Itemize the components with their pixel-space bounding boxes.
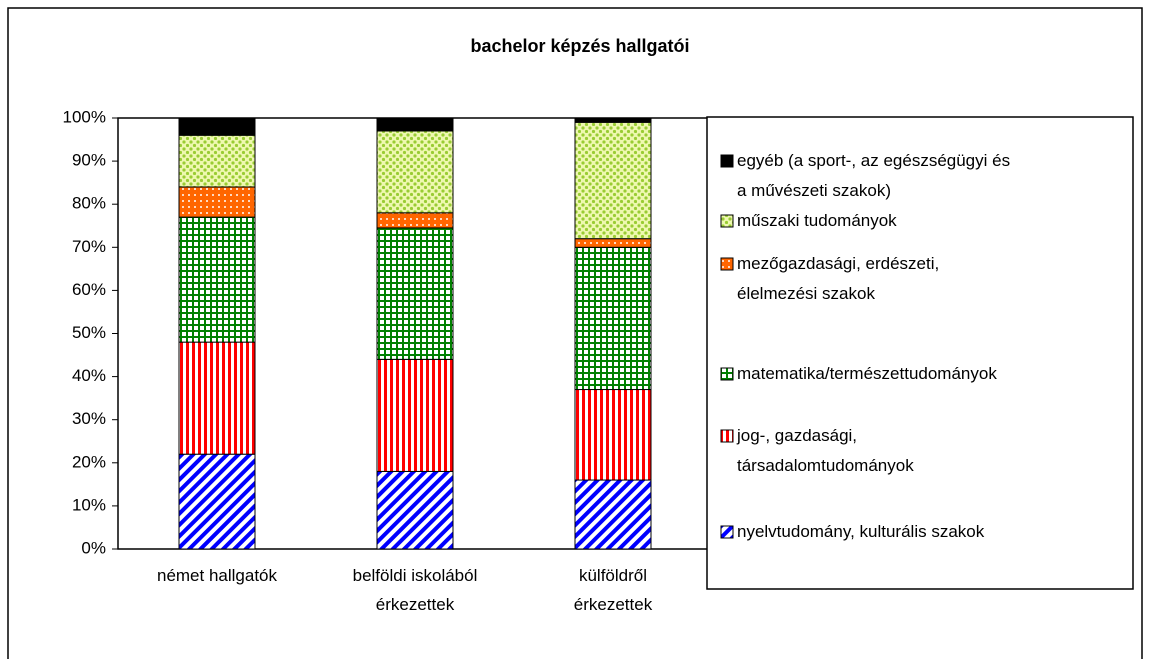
legend-box [706, 116, 1134, 590]
y-tick-label: 0% [81, 538, 106, 557]
y-tick-label: 10% [72, 495, 106, 514]
x-tick-label: külföldről érkezettek [573, 566, 653, 614]
legend-marker [720, 257, 734, 271]
bar-segment [376, 117, 454, 132]
y-tick-label: 70% [72, 237, 106, 256]
bar-segment [376, 227, 454, 360]
x-tick-label: belföldi iskolából érkezettek [352, 566, 478, 614]
bar-segment [178, 216, 256, 343]
legend-marker [720, 367, 734, 381]
bar-segment [376, 470, 454, 550]
bar-segment [574, 117, 652, 123]
legend-label: műszaki tudományok [737, 211, 897, 230]
x-tick-label: német hallgatók [156, 566, 278, 585]
bar-segment [574, 121, 652, 240]
bar-segment [178, 134, 256, 188]
legend-label: jog-, gazdasági, társadalomtudományok [737, 426, 914, 475]
chart-title: bachelor képzés hallgatói [470, 36, 689, 56]
y-tick-label: 50% [72, 323, 106, 342]
y-tick-label: 20% [72, 452, 106, 471]
bar-segment [178, 453, 256, 550]
legend-marker [720, 525, 734, 539]
bar-segment [574, 238, 652, 248]
legend-marker [720, 429, 734, 443]
y-tick-label: 40% [72, 366, 106, 385]
bar-segment [376, 212, 454, 229]
legend-label: mezőgazdasági, erdészeti, élelmezési sza… [737, 254, 940, 303]
y-tick-label: 30% [72, 409, 106, 428]
bar-segment [178, 117, 256, 136]
bar-segment [178, 341, 256, 455]
legend-label: matematika/természettudományok [737, 364, 997, 383]
bar-segment [376, 130, 454, 214]
legend-label: egyéb (a sport-, az egészségügyi és a mű… [737, 151, 1011, 200]
y-tick-label: 100% [63, 107, 106, 126]
legend-label: nyelvtudomány, kulturális szakok [737, 522, 985, 541]
bar-segment [574, 389, 652, 481]
chart-border [7, 7, 1143, 659]
legend-marker [720, 214, 734, 228]
bar-segment [574, 246, 652, 391]
bar-segment [178, 186, 256, 218]
bar-segment [574, 479, 652, 550]
y-tick-label: 80% [72, 194, 106, 213]
y-tick-label: 90% [72, 151, 106, 170]
bar-segment [376, 358, 454, 472]
legend-marker [720, 154, 734, 168]
y-tick-label: 60% [72, 280, 106, 299]
